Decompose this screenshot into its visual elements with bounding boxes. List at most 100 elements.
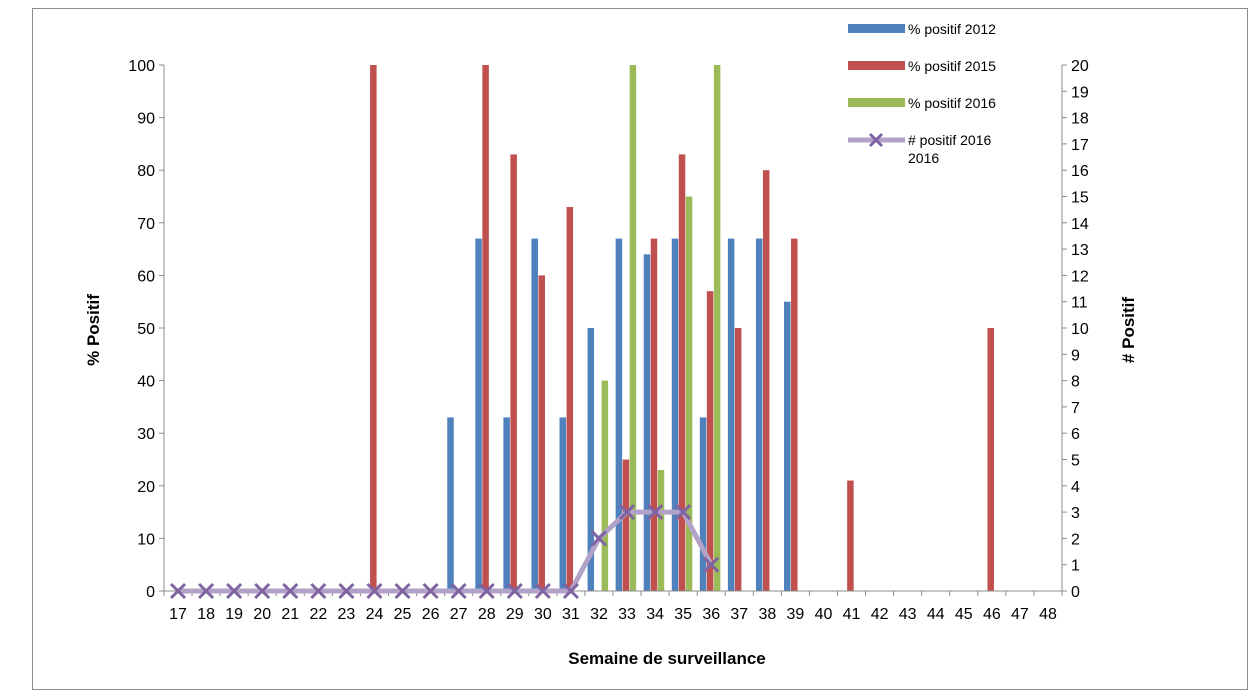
line-point-marker <box>366 582 383 600</box>
y-tick-label: 60 <box>137 268 155 285</box>
y2-tick-label: 4 <box>1071 479 1080 496</box>
bar-0-33 <box>615 238 623 591</box>
bar-1-39 <box>791 238 798 591</box>
bar-0-28 <box>475 238 482 591</box>
marker-stroke <box>562 582 579 600</box>
x-tick-label: 29 <box>506 606 524 623</box>
marker-stroke <box>226 582 243 600</box>
bar-2-35 <box>685 196 693 591</box>
y2-tick-label: 15 <box>1071 190 1089 207</box>
bar-0-35 <box>671 238 679 591</box>
legend: % positif 2012 % positif 2015 % positif 20… <box>848 21 996 166</box>
x-axis-label: Semaine de surveillance <box>568 649 766 668</box>
bar-0-32 <box>587 328 595 591</box>
marker-stroke <box>310 582 327 600</box>
marker-stroke <box>366 582 383 600</box>
x-tick-label: 33 <box>618 606 636 623</box>
bar-2-32 <box>601 380 609 591</box>
y2-tick-label: 1 <box>1071 558 1080 575</box>
y2-tick-label: 9 <box>1071 347 1080 364</box>
x-tick-label: 25 <box>394 606 412 623</box>
x-tick-label: 45 <box>955 606 973 623</box>
bar-0-30 <box>531 238 538 591</box>
y2-tick-label: 2 <box>1071 531 1080 548</box>
x-tick-label: 27 <box>450 606 468 623</box>
bar-1-34 <box>650 238 658 591</box>
x-tick-label: 26 <box>422 606 440 623</box>
marker-stroke <box>282 582 299 600</box>
x-tick-label: 28 <box>478 606 496 623</box>
y2-tick-label: 20 <box>1071 58 1089 75</box>
bar-1-38 <box>762 170 770 591</box>
line-point-marker <box>562 582 579 600</box>
line-point-marker <box>422 582 439 600</box>
y-tick-label: 70 <box>137 216 155 233</box>
y-tick-label: 40 <box>137 374 155 391</box>
y2-tick-label: 17 <box>1071 137 1089 154</box>
marker-stroke <box>254 582 271 600</box>
line-point-marker <box>534 582 551 600</box>
marker-stroke <box>590 530 608 547</box>
x-tick-label: 37 <box>730 606 748 623</box>
x-tick-label: 31 <box>562 606 580 623</box>
line-point-marker <box>226 582 243 600</box>
line-point-marker <box>618 504 636 521</box>
bar-1-28 <box>482 65 489 591</box>
x-tick-label: 35 <box>674 606 692 623</box>
marker-stroke <box>703 556 720 573</box>
y-tick-label: 20 <box>137 479 155 496</box>
y2-tick-label: 3 <box>1071 505 1080 522</box>
y-tick-label: 10 <box>137 531 155 548</box>
y2-tick-label: 12 <box>1071 268 1089 285</box>
x-tick-label: 32 <box>590 606 608 623</box>
x-tick-label: 17 <box>169 606 187 623</box>
line-point-marker <box>282 582 299 600</box>
x-tick-label: 23 <box>338 606 356 623</box>
legend-label-1: % positif 2015 <box>908 58 996 74</box>
y-tick-label: 0 <box>146 584 155 601</box>
legend-label-3: # positif 2016 2016 <box>908 132 991 166</box>
bar-2-33 <box>629 65 637 591</box>
marker-stroke <box>450 582 467 600</box>
x-tick-label: 19 <box>225 606 243 623</box>
bar-0-37 <box>727 238 735 591</box>
line-point-marker <box>254 582 271 600</box>
y2-tick-label: 16 <box>1071 163 1089 180</box>
x-tick-label: 36 <box>702 606 720 623</box>
line-point-marker <box>450 582 467 600</box>
bar-1-36 <box>706 291 714 591</box>
legend-swatch-1 <box>848 61 905 70</box>
y2-tick-label: 19 <box>1071 84 1089 101</box>
bar-0-31 <box>559 417 567 591</box>
line-point-marker <box>310 582 327 600</box>
marker-stroke <box>647 504 664 521</box>
bar-2-34 <box>657 470 665 591</box>
legend-swatch-0 <box>848 24 905 33</box>
x-tick-label: 34 <box>646 606 664 623</box>
marker-stroke <box>478 582 495 600</box>
bar-1-33 <box>622 459 630 591</box>
y2-tick-label: 8 <box>1071 374 1080 391</box>
legend-marker <box>868 132 884 148</box>
bar-0-29 <box>503 417 510 591</box>
chart-area: 0 10 20 30 40 50 60 70 80 90 100 0 1 2 3 4 5 6 7 8 9 10 11 12 13… <box>32 8 1248 690</box>
x-tick-label: 20 <box>253 606 271 623</box>
x-tick-label: 46 <box>983 606 1001 623</box>
y2-tick-label: 7 <box>1071 400 1080 417</box>
x-tick-label: 18 <box>197 606 215 623</box>
bar-1-31 <box>566 207 574 591</box>
x-tick-label: 48 <box>1039 606 1057 623</box>
x-tick-label: 40 <box>815 606 833 623</box>
bar-2-36 <box>713 65 721 591</box>
marker-stroke <box>394 582 411 600</box>
bar-1-37 <box>734 328 742 591</box>
marker-stroke <box>618 504 636 521</box>
x-tick-label: 30 <box>534 606 552 623</box>
line-point-marker <box>647 504 664 521</box>
bar-0-34 <box>643 254 651 592</box>
y2-tick-label: 18 <box>1071 111 1089 128</box>
y-axis-label: % Positif <box>84 294 103 366</box>
marker-stroke <box>338 582 355 600</box>
y-tick-label: 50 <box>137 321 155 338</box>
x-tick-label: 24 <box>366 606 384 623</box>
